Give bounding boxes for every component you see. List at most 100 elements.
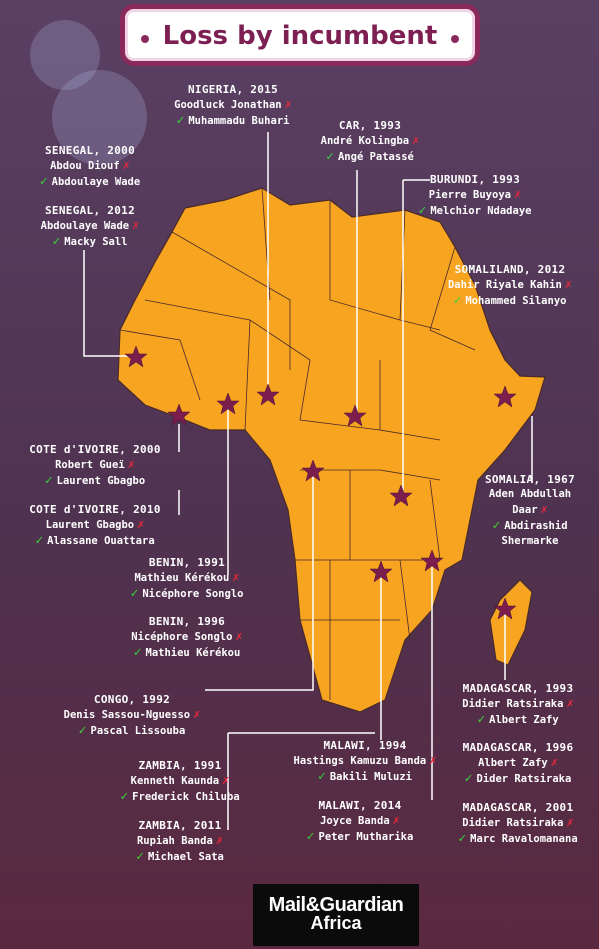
winner-line: ✓ Pascal Lissouba xyxy=(42,723,222,739)
loser-name-line1: Aden Abdullah xyxy=(488,488,572,500)
loser-name: Mathieu Kérékou xyxy=(134,572,230,584)
winner-line: ✓ Frederick Chiluba xyxy=(100,789,260,805)
check-icon: ✓ xyxy=(78,723,87,738)
loser-name: Dahir Riyale Kahin xyxy=(447,279,562,291)
loser-name: Denis Sassou-Nguesso xyxy=(63,709,191,721)
entry-heading: NIGERIA, 2015 xyxy=(188,83,278,96)
loser-name: Kenneth Kaunda xyxy=(130,775,220,787)
loser-line: Albert Zafy ✗ xyxy=(440,755,596,771)
star-icon xyxy=(389,484,413,507)
cross-icon: ✗ xyxy=(550,755,558,769)
winner-line: ✓ Bakili Muluzi xyxy=(275,769,455,785)
check-icon: ✓ xyxy=(52,234,61,249)
entry-benin-1991: BENIN, 1991 Mathieu Kérékou ✗ ✓ Nicéphore … xyxy=(112,555,262,602)
entry-cote-divoire-2010: COTE d'IVOIRE, 2010 Laurent Gbagbo ✗ ✓ Ala… xyxy=(15,502,175,549)
winner-name: Muhammadu Buhari xyxy=(188,115,290,127)
winner-line: ✓ Marc Ravalomanana xyxy=(440,831,596,847)
loser-line: Abdou Diouf ✗ xyxy=(20,158,160,174)
check-icon: ✓ xyxy=(418,203,427,218)
loser-line: Robert Gueï ✗ xyxy=(15,457,175,473)
winner-line: ✓ Macky Sall xyxy=(20,234,160,250)
loser-line: Laurent Gbagbo ✗ xyxy=(15,517,175,533)
loser-name: Laurent Gbagbo xyxy=(45,519,135,531)
entry-heading: MADAGASCAR, 1993 xyxy=(462,682,574,695)
winner-name-line2: Shermarke xyxy=(501,535,559,547)
winner-name: Mohammed Silanyo xyxy=(465,295,567,307)
cross-icon: ✗ xyxy=(513,187,522,201)
loser-name: Rupiah Banda xyxy=(136,835,213,847)
title-banner: Loss by incumbent xyxy=(120,4,480,66)
entry-zambia-2011: ZAMBIA, 2011 Rupiah Banda ✗ ✓ Michael Sata xyxy=(110,818,250,865)
entry-cote-divoire-2000: COTE d'IVOIRE, 2000 Robert Gueï ✗ ✓ Lauren… xyxy=(15,442,175,489)
check-icon: ✓ xyxy=(317,769,326,784)
cross-icon: ✗ xyxy=(566,815,574,829)
entry-heading: MADAGASCAR, 2001 xyxy=(462,801,574,814)
winner-line: ✓ Laurent Gbagbo xyxy=(15,473,175,489)
winner-line: ✓ Abdirashid xyxy=(470,518,590,534)
winner-name: Michael Sata xyxy=(147,851,224,863)
star-icon xyxy=(216,392,240,415)
connector-lines xyxy=(83,132,533,830)
winner-line: ✓ Muhammadu Buhari xyxy=(148,113,318,129)
check-icon: ✓ xyxy=(306,829,315,844)
star-icon xyxy=(493,597,517,620)
loser-name: Didier Ratsiraka xyxy=(462,817,564,829)
cross-icon: ✗ xyxy=(540,502,548,516)
entry-car-1993: CAR, 1993 André Kolingba ✗ ✓ Angé Patassé xyxy=(300,118,440,165)
cross-icon: ✗ xyxy=(132,218,140,232)
check-icon: ✓ xyxy=(464,771,473,786)
check-icon: ✓ xyxy=(326,149,334,164)
cross-icon: ✗ xyxy=(127,457,135,471)
winner-line: ✓ Melchior Ndadaye xyxy=(400,203,550,219)
winner-name: Bakili Muluzi xyxy=(329,771,412,783)
loser-line: Didier Ratsiraka ✗ xyxy=(440,815,596,831)
loser-name: Robert Gueï xyxy=(55,459,125,471)
entry-madagascar-1993: MADAGASCAR, 1993 Didier Ratsiraka ✗ ✓ Albe… xyxy=(440,681,596,728)
cross-icon: ✗ xyxy=(122,158,130,172)
entry-heading: SENEGAL, 2012 xyxy=(45,204,135,217)
loser-line: Pierre Buyoya ✗ xyxy=(400,187,550,203)
winner-name: Dider Ratsiraka xyxy=(476,773,572,785)
entry-heading: MADAGASCAR, 1996 xyxy=(462,741,574,754)
winner-name: Macky Sall xyxy=(64,236,128,248)
cross-icon: ✗ xyxy=(235,629,243,643)
loser-name: Goodluck Jonathan xyxy=(174,99,282,111)
cross-icon: ✗ xyxy=(215,833,224,847)
winner-line: ✓ Angé Patassé xyxy=(300,149,440,165)
loser-name: Nicéphore Songlo xyxy=(131,631,233,643)
star-icon xyxy=(124,345,148,368)
loser-line: Kenneth Kaunda ✗ xyxy=(100,773,260,789)
loser-line: Abdoulaye Wade ✗ xyxy=(20,218,160,234)
entry-malawi-2014: MALAWI, 2014 Joyce Banda ✗ ✓ Peter Muthari… xyxy=(290,798,430,845)
winner-line: ✓ Alassane Ouattara xyxy=(15,533,175,549)
star-icon xyxy=(301,459,325,482)
loser-name: Joyce Banda xyxy=(320,815,390,827)
winner-name: Pascal Lissouba xyxy=(90,725,186,737)
entry-heading: ZAMBIA, 1991 xyxy=(138,759,222,772)
winner-line: ✓ Albert Zafy xyxy=(440,712,596,728)
loser-name: Hastings Kamuzu Banda xyxy=(293,755,427,767)
winner-name: Peter Mutharika xyxy=(318,831,414,843)
cross-icon: ✗ xyxy=(137,517,145,531)
check-icon: ✓ xyxy=(477,712,486,727)
entry-heading: COTE d'IVOIRE, 2010 xyxy=(29,503,161,516)
check-icon: ✓ xyxy=(458,831,467,846)
entry-somaliland-2012: SOMALILAND, 2012 Dahir Riyale Kahin ✗ ✓ Mo… xyxy=(430,262,590,309)
entry-heading: BURUNDI, 1993 xyxy=(430,173,520,186)
entry-malawi-1994: MALAWI, 1994 Hastings Kamuzu Banda ✗ ✓ Bak… xyxy=(275,738,455,785)
loser-line: André Kolingba ✗ xyxy=(300,133,440,149)
loser-name: Pierre Buyoya xyxy=(428,189,511,201)
check-icon: ✓ xyxy=(130,586,139,601)
entry-heading: CAR, 1993 xyxy=(338,119,402,132)
winner-name-line1: Abdirashid xyxy=(504,520,568,532)
entry-benin-1996: BENIN, 1996 Nicéphore Songlo ✗ ✓ Mathieu K… xyxy=(112,614,262,661)
loser-line: Dahir Riyale Kahin ✗ xyxy=(430,277,590,293)
winner-name: Marc Ravalomanana xyxy=(470,833,578,845)
cross-icon: ✗ xyxy=(392,813,400,827)
entry-heading: SENEGAL, 2000 xyxy=(45,144,135,157)
winner-line: ✓ Nicéphore Songlo xyxy=(112,586,262,602)
cross-icon: ✗ xyxy=(564,277,573,291)
cross-icon: ✗ xyxy=(222,773,230,787)
winner-name: Laurent Gbagbo xyxy=(56,475,146,487)
